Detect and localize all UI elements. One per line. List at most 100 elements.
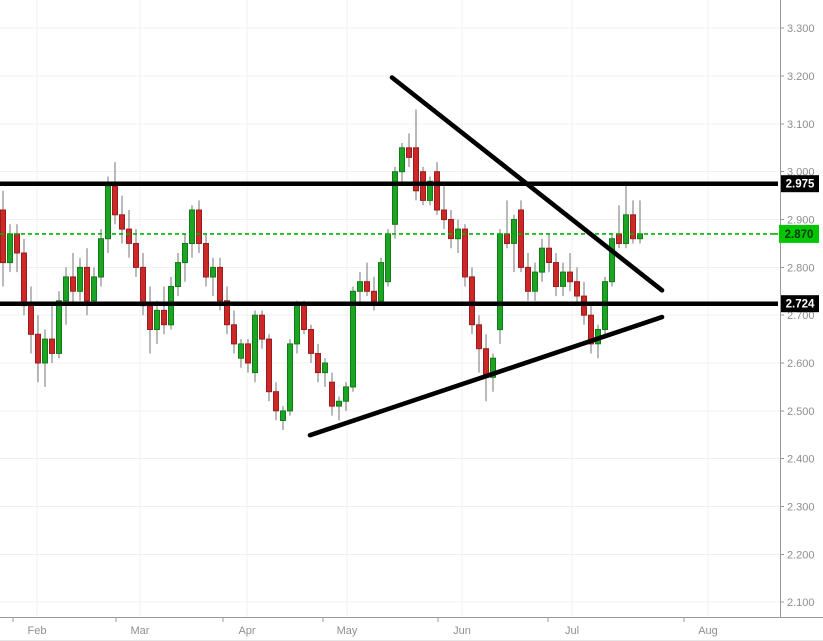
y-axis-tick-label: 2.100 — [787, 597, 815, 609]
candle-body — [553, 262, 559, 288]
candle-body — [280, 410, 286, 421]
candle-body — [308, 329, 314, 354]
candle-body — [119, 214, 125, 230]
trendlines-layer[interactable] — [307, 75, 665, 438]
candle — [7, 224, 13, 273]
candle-body — [385, 233, 391, 283]
x-axis-month-label: May — [337, 625, 358, 637]
candle-body — [525, 266, 531, 292]
grid-layer — [0, 0, 780, 617]
y-axis-tick-label: 2.300 — [787, 502, 815, 514]
candle-body — [294, 305, 300, 345]
y-axis-tick-label: 2.800 — [787, 262, 815, 274]
candle-body — [420, 171, 426, 201]
candle — [252, 310, 258, 383]
candle-body — [105, 185, 111, 240]
x-axis-month-label: Jun — [453, 625, 471, 637]
support-price-label: 2.724 — [781, 295, 819, 313]
candle-body — [490, 357, 496, 378]
candle — [518, 200, 524, 273]
candle-body — [504, 233, 510, 244]
candle — [420, 166, 426, 206]
candle-body — [133, 243, 139, 268]
candle — [133, 229, 139, 277]
candle — [378, 257, 384, 306]
candle — [623, 181, 629, 249]
candle-body — [98, 238, 104, 278]
candle-body — [42, 338, 48, 364]
candle — [35, 315, 41, 383]
candle — [532, 262, 538, 301]
candle-body — [546, 247, 552, 263]
candle-body — [182, 243, 188, 264]
candle — [329, 372, 335, 416]
candle-body — [21, 252, 27, 307]
candle-body — [462, 228, 468, 278]
candle — [616, 205, 622, 249]
candle-body — [441, 209, 447, 221]
candle-body — [189, 209, 195, 244]
candle-body — [231, 324, 237, 345]
candle — [357, 272, 363, 306]
candle — [630, 200, 636, 244]
candle — [364, 262, 370, 297]
price-label-text: 2.724 — [786, 299, 815, 311]
candle-body — [210, 266, 216, 278]
y-axis[interactable]: 3.3003.2003.1003.0002.9002.8002.7002.600… — [780, 0, 815, 617]
candle-body — [364, 281, 370, 292]
x-axis[interactable]: Feb Mar Apr May Jun Jul Aug — [0, 617, 823, 637]
candle — [434, 162, 440, 215]
candle-body — [238, 343, 244, 359]
candle — [322, 358, 328, 387]
candle — [49, 305, 55, 363]
candle-body — [273, 391, 279, 412]
ascending-trendline[interactable] — [307, 314, 665, 438]
candle-body — [49, 338, 55, 354]
candle — [175, 253, 181, 297]
descending-trendline[interactable] — [389, 75, 665, 293]
x-axis-month-label: Feb — [28, 625, 47, 637]
candle-body — [476, 324, 482, 350]
candle-body — [140, 266, 146, 307]
candle — [119, 195, 125, 244]
candle — [259, 310, 265, 349]
candle — [574, 267, 580, 306]
candle — [469, 267, 475, 335]
candle-body — [63, 276, 69, 302]
candle-body — [112, 185, 118, 216]
candle — [539, 238, 545, 282]
candles-layer — [0, 109, 643, 430]
candle-body — [7, 233, 13, 264]
candle-body — [427, 180, 433, 201]
candle — [385, 229, 391, 287]
candle-body — [322, 362, 328, 374]
candle — [483, 334, 489, 402]
price-labels-layer: 2.975 2.724 2.870 — [774, 175, 819, 313]
candle — [224, 286, 230, 335]
candle — [294, 300, 300, 354]
candle-body — [252, 314, 258, 374]
candle — [553, 253, 559, 297]
candle — [427, 176, 433, 206]
candle-body — [203, 243, 209, 278]
candle-body — [469, 276, 475, 326]
candle — [560, 262, 566, 297]
candle — [77, 257, 83, 301]
candle — [476, 315, 482, 373]
x-axis-month-label: Aug — [698, 625, 718, 637]
candle — [203, 233, 209, 287]
candle-body — [56, 300, 62, 354]
candle-body — [329, 381, 335, 407]
candle-body — [84, 266, 90, 302]
candle — [315, 343, 321, 383]
candle-body — [35, 333, 41, 364]
candle — [413, 109, 419, 201]
y-axis-tick-label: 2.900 — [787, 215, 815, 227]
candle — [637, 200, 643, 244]
candle — [238, 339, 244, 368]
x-axis-month-label: Jul — [565, 625, 579, 637]
level-lines-layer[interactable] — [0, 181, 778, 306]
resistance-price-label: 2.975 — [781, 175, 819, 193]
candle-body — [315, 353, 321, 374]
